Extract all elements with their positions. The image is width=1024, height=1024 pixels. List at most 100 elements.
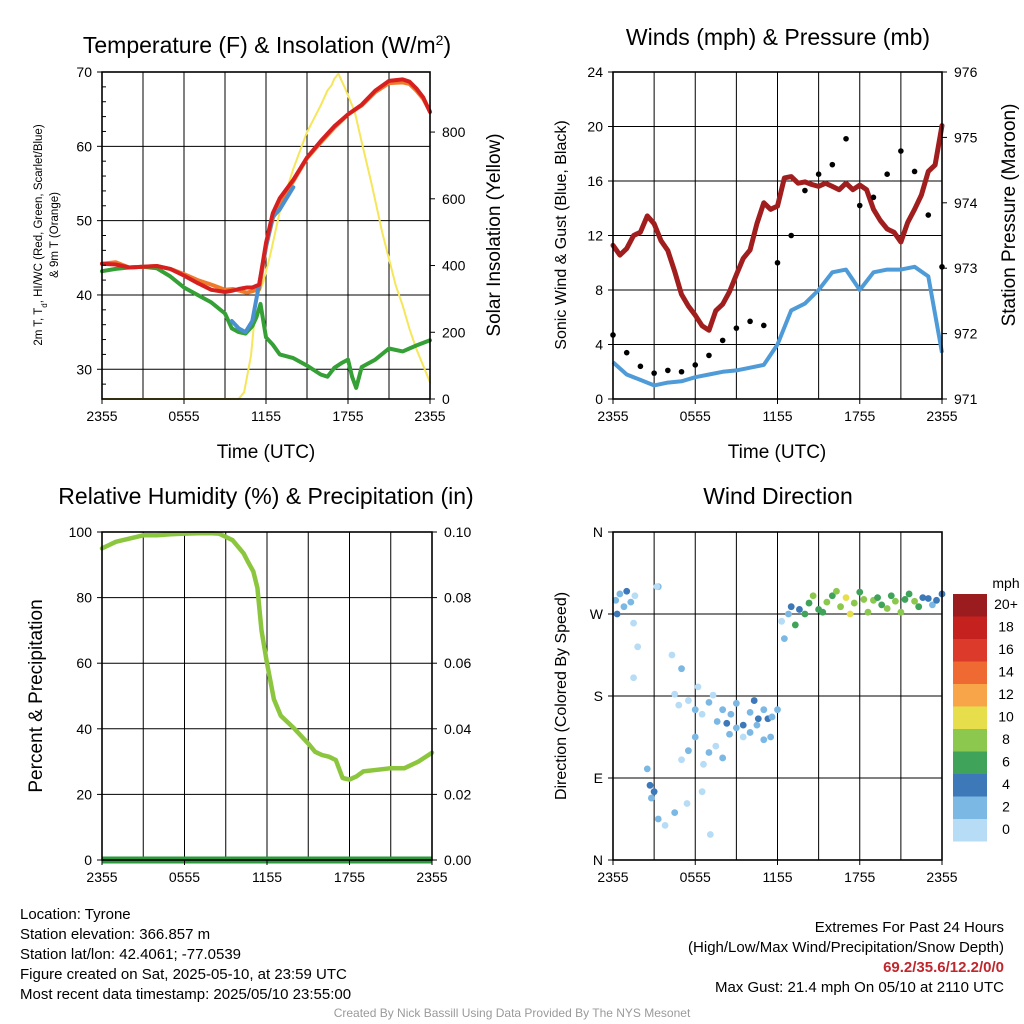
- colorbar-swatch: [953, 661, 987, 684]
- direction-panel: Wind Direction 2355 0555 1155 1755 2355NESWN…: [553, 483, 1020, 885]
- colorbar-swatch: [953, 819, 987, 842]
- y-tick-label-right: 0: [442, 391, 450, 407]
- direction-point: [698, 710, 706, 718]
- y-tick-label-left: 8: [595, 282, 603, 298]
- direction-point: [668, 651, 676, 659]
- direction-point: [739, 733, 747, 741]
- extremes-info: Extremes For Past 24 Hours (High/Low/Max…: [688, 918, 1004, 998]
- gust-point: [706, 352, 712, 359]
- direction-point: [700, 760, 707, 768]
- y-tick-label-right: 974: [954, 195, 978, 211]
- direction-point: [630, 619, 637, 627]
- direction-point: [929, 601, 936, 609]
- direction-point: [612, 596, 620, 604]
- colorbar-swatch: [953, 706, 987, 729]
- colorbar-label: 6: [1002, 754, 1010, 770]
- y-tick-label-right: 0.08: [444, 590, 471, 606]
- station-elevation: Station elevation: 366.857 m: [20, 926, 211, 943]
- direction-point: [653, 583, 661, 591]
- direction-point: [874, 594, 881, 601]
- direction-point: [774, 706, 781, 714]
- direction-point: [823, 598, 831, 606]
- direction-point: [809, 592, 817, 600]
- max-gust: Max Gust: 21.4 mph On 05/10 at 2110 UTC: [714, 979, 1004, 996]
- x-tick-label: 0555: [169, 869, 200, 885]
- series-line-pressure: [610, 123, 945, 333]
- x-tick-label: 1755: [332, 408, 363, 424]
- direction-point: [901, 596, 909, 603]
- direction-point: [905, 590, 913, 598]
- direction-point: [713, 718, 721, 725]
- direction-point: [739, 721, 747, 729]
- y-tick-label-right: 0.02: [444, 786, 471, 802]
- direction-point: [760, 736, 768, 744]
- x-tick-label: 1155: [762, 869, 792, 885]
- direction-point: [878, 601, 886, 609]
- direction-point: [911, 597, 918, 605]
- series-line-wind-speed: [611, 264, 944, 388]
- direction-point: [691, 706, 699, 714]
- direction-point: [850, 599, 858, 607]
- direction-point: [643, 765, 651, 773]
- y-tick-label-left: 20: [587, 119, 603, 135]
- temperature-xlabel: Time (UTC): [217, 442, 316, 463]
- temperature-title: Temperature (F) & Insolation (W/m2): [83, 32, 451, 58]
- series-line-temp_2m: [100, 77, 432, 294]
- direction-point: [678, 665, 685, 673]
- direction-point: [760, 706, 768, 714]
- direction-point: [883, 605, 891, 612]
- direction-point: [726, 730, 733, 738]
- colorbar-label: 18: [998, 619, 1014, 635]
- y-tick-label-right: 600: [442, 191, 466, 207]
- y-tick-label-left: 24: [587, 64, 603, 80]
- temperature-ticks: 2355 0555 1155 1755 2355 30 40 50 60 70 0 200 400 600…: [76, 64, 465, 424]
- direction-point: [654, 815, 662, 823]
- colorbar-swatch: [953, 616, 987, 639]
- direction-point: [915, 603, 923, 611]
- direction-point: [634, 643, 642, 651]
- colorbar-swatch: [953, 639, 987, 662]
- gust-point: [884, 171, 890, 177]
- direction-point: [627, 598, 635, 606]
- direction-point: [620, 603, 628, 611]
- gust-point: [637, 363, 644, 370]
- station-info: Location: Tyrone Station elevation: 366.…: [20, 905, 351, 1005]
- y-tick-label-right: 976: [954, 64, 978, 80]
- x-tick-label: 2355: [86, 869, 117, 885]
- y-tick-label-left: 0: [84, 852, 92, 868]
- x-tick-label: 2355: [597, 869, 628, 885]
- y-tick-label-left: 12: [587, 228, 603, 244]
- direction-point: [661, 821, 669, 829]
- direction-point: [778, 617, 786, 625]
- gust-point: [692, 362, 699, 368]
- x-tick-label: 0555: [680, 408, 711, 424]
- humidity-panel: Relative Humidity (%) & Precipitation (i…: [26, 483, 474, 885]
- y-tick-label-left: W: [590, 606, 604, 622]
- winds-ticks: 2355 0555 1155 1755 235504812162024971972973…: [587, 64, 977, 424]
- y-tick-label-right: 973: [954, 260, 978, 276]
- y-tick-label-right: 972: [954, 326, 978, 342]
- colorbar-label: 2: [1002, 799, 1010, 815]
- gust-point: [898, 148, 904, 154]
- colorbar-label: 14: [998, 664, 1014, 680]
- y-tick-label-right: 971: [954, 391, 978, 407]
- direction-point: [613, 610, 621, 618]
- direction-point: [705, 749, 713, 756]
- direction-point: [856, 588, 864, 596]
- direction-ylabel-left: Direction (Colored By Speed): [553, 592, 570, 800]
- x-tick-label: 0555: [680, 869, 711, 885]
- colorbar-label: 8: [1002, 731, 1010, 747]
- y-tick-label-left: 16: [587, 173, 603, 189]
- colorbar-swatch: [953, 774, 987, 797]
- direction-point: [780, 635, 788, 642]
- direction-point: [727, 710, 735, 718]
- series-line-heat_index: [100, 264, 432, 390]
- y-tick-label-left: 20: [76, 786, 92, 802]
- gust-point: [856, 202, 863, 209]
- y-tick-label-right: 0.04: [444, 721, 471, 737]
- colorbar-label: 10: [998, 709, 1014, 725]
- gust-point: [719, 337, 726, 344]
- colorbar-label: 4: [1002, 776, 1010, 792]
- winds-ylabel-left: Sonic Wind & Gust (Blue, Black): [553, 120, 570, 349]
